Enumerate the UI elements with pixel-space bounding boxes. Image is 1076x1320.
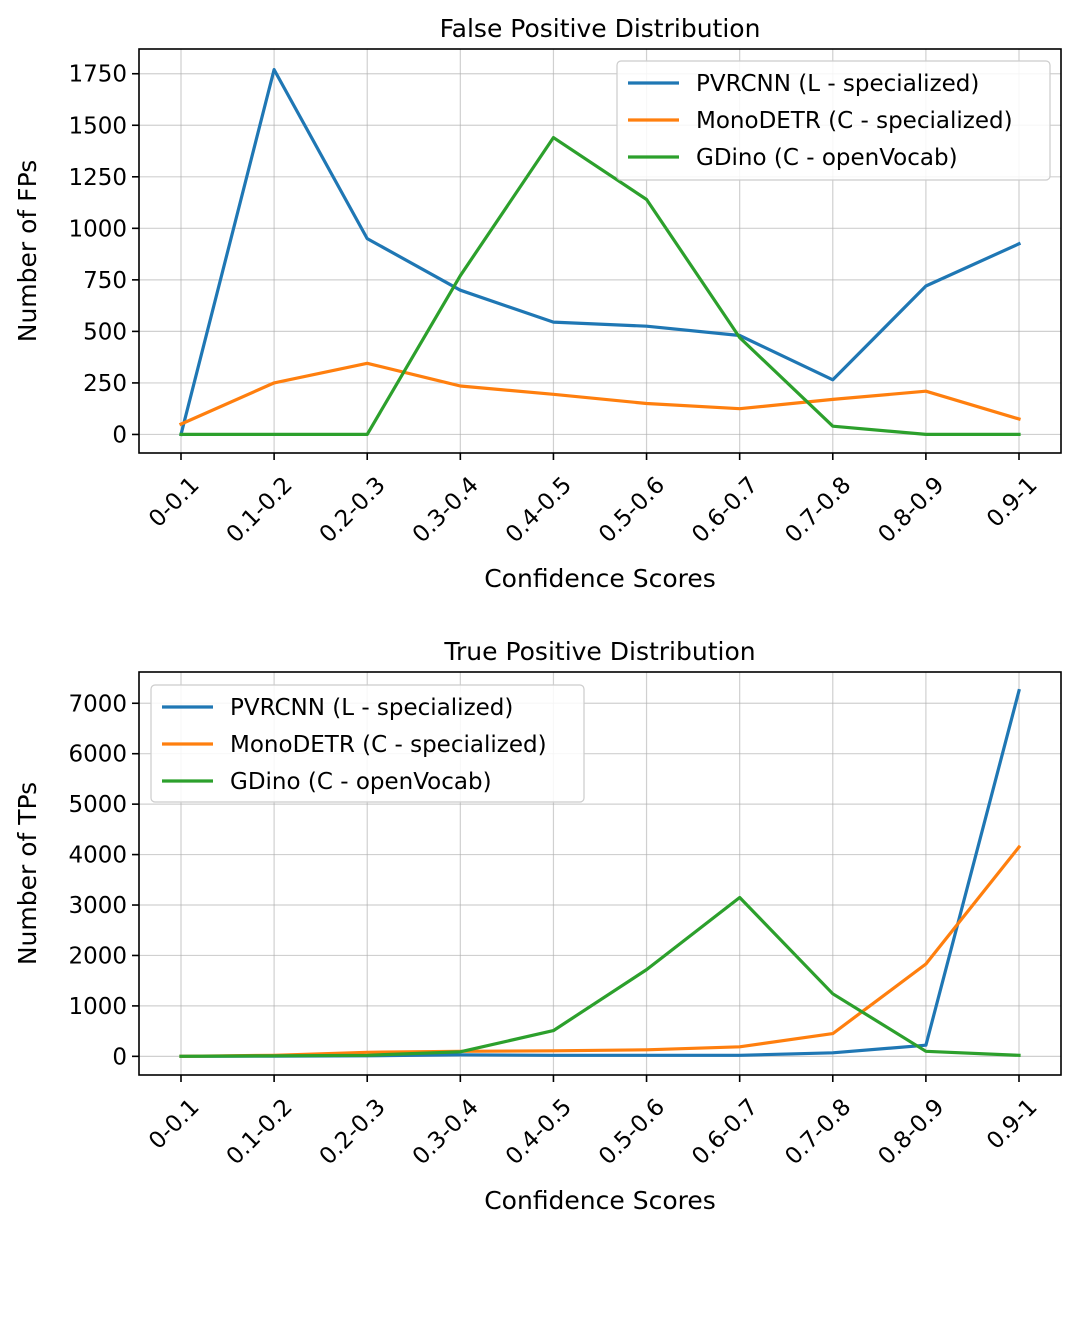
y-tick-label: 500: [83, 319, 127, 345]
x-tick-label: 0.5-0.6: [594, 472, 670, 548]
series-line-2: [179, 844, 1022, 1058]
series-lines: [179, 688, 1022, 1058]
y-axis-label: Number of FPs: [13, 160, 42, 342]
x-ticks: 0-0.1 0.1-0.2 0.2-0.3 0.3-0.4 0.4-0.5 0.5-0.6…: [144, 453, 1043, 548]
y-tick-label: 1500: [68, 113, 127, 139]
y-tick-label: 5000: [68, 792, 127, 818]
y-tick-label: 250: [83, 371, 127, 397]
x-tick-label: 0.7-0.8: [780, 1094, 856, 1170]
legend: PVRCNN (L - specialized) MonoDETR (C - sp…: [150, 684, 585, 803]
legend-label-1: PVRCNN (L - specialized): [230, 695, 513, 721]
legend-label-2: MonoDETR (C - specialized): [696, 108, 1013, 134]
legend-box: [616, 60, 1051, 181]
x-axis-label: Confidence Scores: [484, 1186, 716, 1215]
x-tick-label: 0.9-1: [982, 472, 1042, 532]
y-tick-label: 0: [112, 1044, 127, 1070]
chart-title: True Positive Distribution: [443, 637, 755, 666]
chart-2: 0 1000 2000 3000 4000 5000 6000 7000 0-0.1 0.1-0.…: [13, 637, 1062, 1215]
y-axis-label: Number of TPs: [13, 782, 42, 965]
y-tick-label: 4000: [68, 843, 127, 869]
x-tick-label: 0.8-0.9: [873, 1094, 949, 1170]
x-tick-label: 0.8-0.9: [873, 472, 949, 548]
x-tick-label: 0.5-0.6: [594, 1094, 670, 1170]
series-line-1: [179, 67, 1022, 437]
series-line-2: [178, 361, 1021, 427]
legend-label-2: MonoDETR (C - specialized): [230, 732, 547, 758]
y-tick-label: 3000: [68, 893, 127, 919]
legend-box: [150, 684, 585, 803]
x-tick-label: 0-0.1: [144, 472, 204, 532]
series-line-3: [179, 895, 1021, 1058]
y-tick-label: 0: [112, 422, 127, 448]
plot-frame: [138, 48, 1062, 454]
y-tick-label: 1000: [68, 216, 127, 242]
x-ticks: 0-0.1 0.1-0.2 0.2-0.3 0.3-0.4 0.4-0.5 0.5-0.6…: [144, 1075, 1043, 1170]
y-ticks: 0 250 500 750 1000 1250 1500 1750: [68, 62, 139, 448]
legend: PVRCNN (L - specialized) MonoDETR (C - sp…: [616, 60, 1051, 181]
x-tick-label: 0.3-0.4: [408, 1094, 484, 1170]
y-tick-label: 1250: [68, 165, 127, 191]
x-tick-label: 0.4-0.5: [501, 472, 577, 548]
y-ticks: 0 1000 2000 3000 4000 5000 6000 7000: [68, 691, 139, 1070]
x-tick-label: 0.2-0.3: [315, 1094, 391, 1170]
y-tick-label: 1000: [68, 994, 127, 1020]
chart-title: False Positive Distribution: [440, 14, 761, 43]
y-tick-label: 6000: [68, 742, 127, 768]
plot-frame: [138, 671, 1062, 1076]
x-tick-label: 0.1-0.2: [222, 1094, 298, 1170]
x-tick-label: 0.1-0.2: [222, 472, 298, 548]
x-tick-label: 0.7-0.8: [780, 472, 856, 548]
x-axis-label: Confidence Scores: [484, 564, 716, 593]
x-tick-label: 0.9-1: [982, 1094, 1042, 1154]
x-tick-label: 0.6-0.7: [687, 1094, 763, 1170]
x-tick-label: 0-0.1: [144, 1094, 204, 1154]
y-tick-label: 1750: [68, 62, 127, 88]
legend-label-1: PVRCNN (L - specialized): [696, 71, 979, 97]
y-tick-label: 7000: [68, 691, 127, 717]
series-lines: [178, 67, 1022, 437]
y-tick-label: 2000: [68, 943, 127, 969]
x-tick-label: 0.2-0.3: [315, 472, 391, 548]
series-line-3: [179, 136, 1021, 436]
x-tick-label: 0.4-0.5: [501, 1094, 577, 1170]
x-tick-label: 0.3-0.4: [408, 472, 484, 548]
legend-label-3: GDino (C - openVocab): [230, 769, 492, 795]
x-tick-label: 0.6-0.7: [687, 472, 763, 548]
legend-label-3: GDino (C - openVocab): [696, 145, 958, 171]
y-tick-label: 750: [83, 268, 127, 294]
